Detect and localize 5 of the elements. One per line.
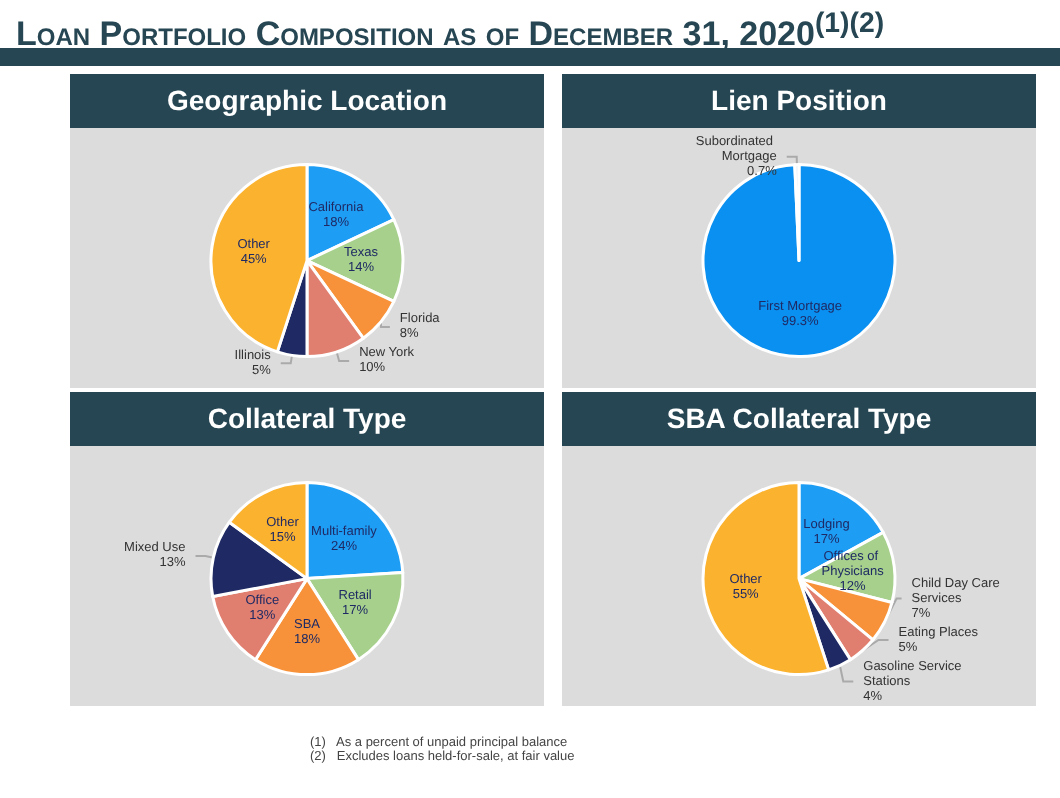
chart-title: Collateral Type (70, 392, 544, 446)
text: Loan Portfolio Composition as of December 31, 2020$^{(1)(2)}$ (16, 8, 885, 56)
chart-title: SBA Collateral Type (562, 392, 1036, 446)
chart-title: Geographic Location (70, 74, 544, 128)
chart-title: Lien Position (562, 74, 1036, 128)
